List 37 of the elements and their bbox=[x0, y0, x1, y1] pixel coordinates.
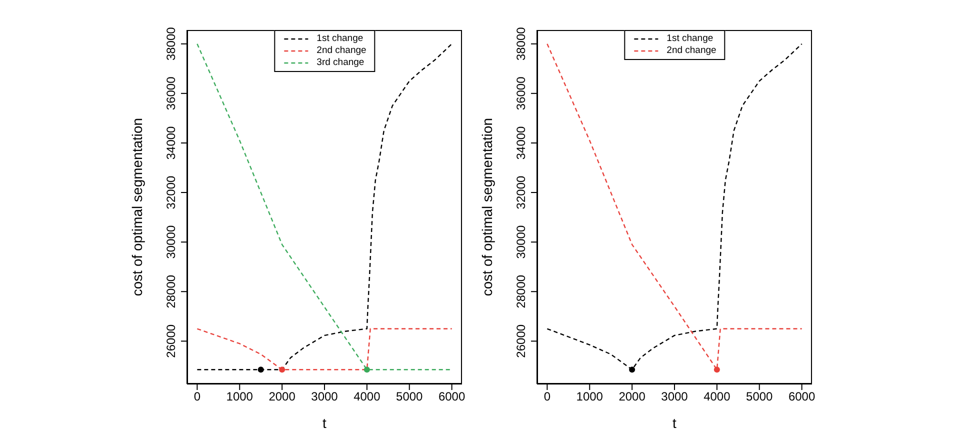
legend-label: 2nd change bbox=[666, 45, 716, 57]
y-axis-title: cost of optimal segmentation bbox=[478, 118, 495, 296]
x-tick-label: 3000 bbox=[661, 390, 688, 404]
y-tick-label: 32000 bbox=[514, 176, 528, 210]
x-tick-label: 6000 bbox=[788, 390, 816, 404]
y-tick-label: 26000 bbox=[514, 324, 528, 358]
x-axis-title: t bbox=[322, 415, 327, 431]
x-tick-label: 5000 bbox=[396, 390, 424, 404]
x-tick-label: 4000 bbox=[354, 390, 381, 404]
x-tick-label: 3000 bbox=[311, 390, 338, 404]
y-tick-label: 30000 bbox=[164, 225, 178, 259]
x-tick-label: 1000 bbox=[226, 390, 254, 404]
legend-label: 3rd change bbox=[316, 57, 364, 69]
legend-label: 2nd change bbox=[316, 45, 366, 57]
legend-label: 1st change bbox=[316, 33, 364, 45]
x-tick-label: 2000 bbox=[618, 390, 646, 404]
x-tick-label: 2000 bbox=[268, 390, 296, 404]
y-tick-label: 36000 bbox=[164, 76, 178, 110]
y-tick-label: 26000 bbox=[164, 324, 178, 358]
y-tick-label: 36000 bbox=[514, 76, 528, 110]
x-tick-label: 1000 bbox=[576, 390, 604, 404]
y-tick-label: 30000 bbox=[514, 225, 528, 259]
y-tick-label: 28000 bbox=[514, 274, 528, 308]
x-tick-label: 0 bbox=[194, 390, 201, 404]
legend-label: 1st change bbox=[666, 33, 714, 45]
x-tick-label: 4000 bbox=[704, 390, 731, 404]
x-tick-label: 0 bbox=[544, 390, 551, 404]
y-tick-label: 28000 bbox=[164, 274, 178, 308]
x-axis-title: t bbox=[672, 415, 677, 431]
x-tick-label: 6000 bbox=[438, 390, 466, 404]
y-tick-label: 32000 bbox=[164, 176, 178, 210]
y-tick-label: 38000 bbox=[514, 26, 528, 61]
x-tick-label: 5000 bbox=[746, 390, 774, 404]
y-tick-label: 38000 bbox=[164, 26, 178, 61]
y-tick-label: 34000 bbox=[164, 126, 178, 160]
y-axis-title: cost of optimal segmentation bbox=[128, 118, 145, 296]
y-tick-label: 34000 bbox=[514, 126, 528, 160]
